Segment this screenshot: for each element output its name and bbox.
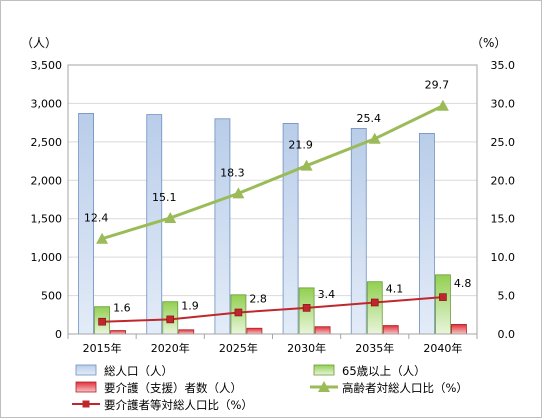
bar-1-2030年 (282, 123, 299, 335)
data-label: 2.8 (249, 292, 267, 305)
legend-label: 要介護（支援）者数（人） (104, 381, 242, 395)
line-marker-square (439, 293, 447, 301)
legend-label: 要介護者等対総人口比（%） (104, 398, 253, 412)
line-marker-triangle (164, 211, 177, 223)
bar-1-2040年 (419, 133, 435, 335)
legend-label: 65歳以上（人） (342, 364, 426, 378)
data-label: 12.4 (84, 212, 109, 225)
y-left-tick-label: 3,000 (31, 97, 63, 110)
data-label: 3.4 (318, 288, 336, 301)
x-tick-label: 2030年 (287, 341, 326, 355)
y-left-tick-label: 1,500 (31, 213, 63, 226)
y-left-tick-label: 500 (41, 290, 62, 303)
legend-marker-square (82, 400, 90, 408)
y-right-tick-label: 0.0 (498, 328, 516, 341)
y-right-tick-label: 25.0 (491, 136, 516, 149)
line-marker-square (234, 308, 243, 317)
line-marker-triangle (96, 232, 109, 244)
plot-area-frame (67, 64, 478, 335)
bar-3-2040年 (451, 323, 467, 335)
y-right-tick-label: 10.0 (491, 251, 516, 264)
bar-3-2030年 (314, 326, 331, 335)
bar-2-2040年 (435, 274, 451, 335)
y-left-tick-label: 0 (55, 328, 62, 341)
line-marker-square (166, 315, 175, 324)
y-right-tick-label: 30.0 (491, 97, 516, 110)
y-right-tick-label: 20.0 (491, 174, 516, 187)
legend-swatch-bar (75, 381, 97, 393)
x-tick-label: 2015年 (83, 341, 122, 355)
data-label: 4.1 (386, 282, 404, 295)
bar-3-2020年 (178, 329, 195, 335)
y-right-unit: （%） (471, 36, 506, 50)
gridlines (68, 64, 477, 335)
bar-3-2025年 (246, 327, 263, 335)
line-marker-square (98, 317, 106, 326)
legend-marker-triangle (318, 381, 330, 392)
data-label: 29.7 (425, 79, 450, 92)
y-left-tick-label: 2,000 (31, 174, 63, 187)
axes: （人） （%） 0 0.0 500 5.0 1,000 10.0 1,500 15.0 2,00… (21, 36, 515, 355)
data-label: 4.8 (454, 277, 472, 290)
data-label: 1.6 (113, 302, 131, 315)
legend-label: 高齢者対総人口比（%） (342, 381, 468, 395)
legend-swatch-bar (75, 364, 97, 376)
data-label: 25.4 (357, 112, 382, 125)
y-right-tick-label: 5.0 (498, 290, 516, 303)
line-marker-triangle (232, 187, 245, 199)
data-label: 1.9 (181, 299, 199, 312)
line-marker-triangle (436, 99, 449, 111)
bars (78, 113, 467, 335)
line-marker-square (302, 304, 311, 312)
y-left-tick-label: 1,000 (31, 251, 63, 264)
line-marker-square (370, 298, 379, 307)
y-right-tick-label: 35.0 (491, 59, 516, 72)
x-tick-label: 2020年 (151, 341, 190, 355)
x-tick-label: 2035年 (355, 341, 394, 355)
data-label: 15.1 (152, 191, 177, 204)
bar-3-2035年 (382, 325, 399, 335)
bar-2-2035年 (366, 281, 383, 335)
data-label: 18.3 (220, 166, 245, 179)
data-label: 21.9 (288, 139, 313, 152)
y-left-tick-label: 2,500 (31, 136, 63, 149)
line-series-2 (102, 296, 443, 323)
legend-swatch-bar (313, 364, 335, 376)
legend: 総人口（人） 65歳以上（人） 要介護（支援）者数（人） 高齢者対総人口比（%） 要介護… (72, 364, 468, 412)
bar-3-2015年 (110, 330, 126, 335)
line-marker-triangle (368, 132, 381, 144)
line-series-1 (101, 104, 444, 241)
y-left-unit: （人） (21, 36, 57, 50)
lines: 12.4 15.1 18.3 21.9 25.4 29.7 1.6 1.9 2.8 3.4 4.1 4… (84, 79, 472, 326)
bar-1-2025年 (214, 118, 231, 335)
y-right-tick-label: 15.0 (491, 213, 516, 226)
x-tick-label: 2040年 (423, 341, 462, 355)
x-tick-label: 2025年 (219, 341, 258, 355)
legend-label: 総人口（人） (104, 364, 173, 378)
y-left-tick-label: 3,500 (31, 59, 63, 72)
line-marker-triangle (300, 159, 313, 171)
